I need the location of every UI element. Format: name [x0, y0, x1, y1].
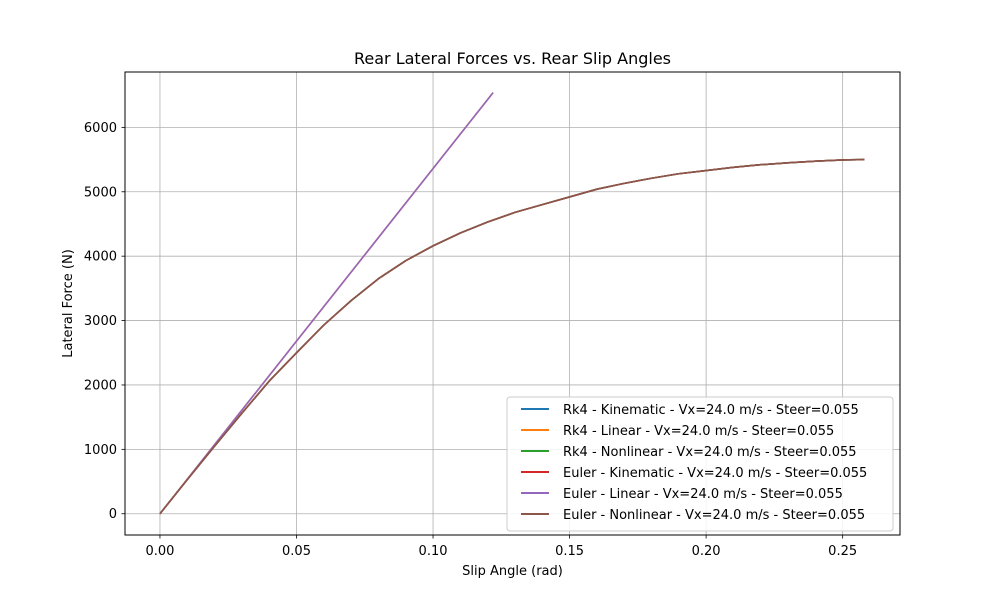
plot-area-frame	[124, 71, 901, 536]
series-line	[159, 92, 494, 515]
y-tick-label: 2000	[84, 378, 117, 393]
y-axis-label: Lateral Force (N)	[61, 249, 76, 358]
legend-entry: Rk4 - Kinematic - Vx=24.0 m/s - Steer=0.…	[563, 403, 859, 418]
legend-entry: Rk4 - Linear - Vx=24.0 m/s - Steer=0.055	[563, 424, 834, 439]
y-tick-label: 0	[109, 507, 117, 522]
x-tick-label: 0.00	[145, 544, 174, 559]
x-tick-label: 0.25	[828, 544, 857, 559]
x-axis-label: Slip Angle (rad)	[462, 564, 563, 579]
x-tick-label: 0.05	[282, 544, 311, 559]
series-line	[159, 158, 865, 515]
legend: Rk4 - Kinematic - Vx=24.0 m/s - Steer=0.…	[506, 396, 894, 532]
chart-title: Rear Lateral Forces vs. Rear Slip Angles	[354, 49, 671, 68]
series-lines	[159, 92, 865, 515]
x-tick-label: 0.20	[692, 544, 721, 559]
y-tick-label: 4000	[84, 250, 117, 265]
y-tick-label: 5000	[84, 185, 117, 200]
y-tick-label: 6000	[84, 121, 117, 136]
legend-entry: Euler - Nonlinear - Vx=24.0 m/s - Steer=…	[563, 508, 865, 523]
x-tick-label: 0.10	[419, 544, 448, 559]
axis-ticks: 0.00 0.05 0.10 0.15 0.20 0.25 0 1000 2000 3000 400…	[84, 121, 857, 559]
legend-entry: Rk4 - Nonlinear - Vx=24.0 m/s - Steer=0.…	[563, 445, 857, 460]
y-tick-label: 3000	[84, 314, 117, 329]
x-tick-label: 0.15	[555, 544, 584, 559]
legend-entry: Euler - Kinematic - Vx=24.0 m/s - Steer=…	[563, 466, 867, 481]
legend-box	[506, 396, 894, 532]
legend-entry: Euler - Linear - Vx=24.0 m/s - Steer=0.0…	[563, 487, 843, 502]
y-tick-label: 1000	[84, 443, 117, 458]
